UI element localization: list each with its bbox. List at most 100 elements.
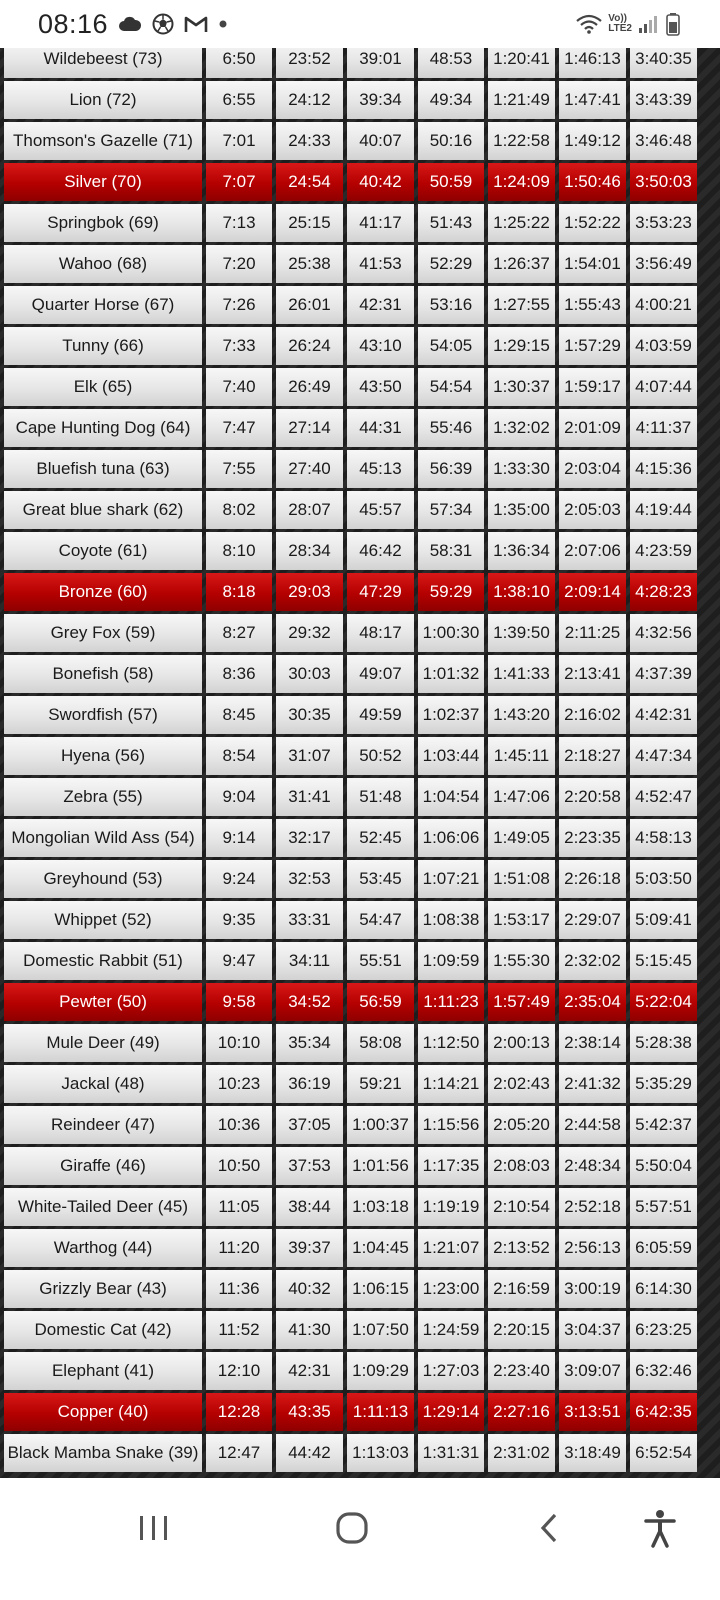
time-cell: 3:18:49	[559, 1434, 626, 1472]
time-cell: 4:28:23	[630, 573, 697, 611]
time-cell: 52:45	[347, 819, 414, 857]
row-label: Mongolian Wild Ass (54)	[4, 819, 202, 857]
time-cell: 1:38:10	[488, 573, 555, 611]
time-cell: 1:23:00	[418, 1270, 484, 1308]
time-cell: 28:34	[276, 532, 343, 570]
time-cell: 31:41	[276, 778, 343, 816]
time-cell: 1:20:41	[488, 44, 555, 78]
time-cell: 7:01	[206, 122, 272, 160]
time-cell: 2:16:02	[559, 696, 626, 734]
time-cell: 50:59	[418, 163, 484, 201]
time-cell: 5:15:45	[630, 942, 697, 980]
time-cell: 1:00:37	[347, 1106, 414, 1144]
time-cell: 2:05:20	[488, 1106, 555, 1144]
table-row: Wildebeest (73) 6:50 23:52 39:01 48:53 1:20:4…	[4, 44, 697, 78]
time-cell: 1:27:03	[418, 1352, 484, 1390]
time-cell: 25:38	[276, 245, 343, 283]
recent-apps-button[interactable]	[124, 1500, 184, 1560]
table-row: Thomson's Gazelle (71) 7:01 24:33 40:07 50:1…	[4, 122, 697, 160]
time-cell: 54:05	[418, 327, 484, 365]
time-cell: 1:15:56	[418, 1106, 484, 1144]
time-cell: 2:09:14	[559, 573, 626, 611]
time-cell: 4:07:44	[630, 368, 697, 406]
row-label: Bonefish (58)	[4, 655, 202, 693]
row-label: Tunny (66)	[4, 327, 202, 365]
time-cell: 1:52:22	[559, 204, 626, 242]
time-cell: 32:17	[276, 819, 343, 857]
row-label: Domestic Cat (42)	[4, 1311, 202, 1349]
time-cell: 1:31:31	[418, 1434, 484, 1472]
pace-table-container[interactable]: Wildebeest (73) 6:50 23:52 39:01 48:53 1:20:4…	[0, 44, 720, 1478]
time-cell: 7:40	[206, 368, 272, 406]
time-cell: 2:13:52	[488, 1229, 555, 1267]
row-label: Mule Deer (49)	[4, 1024, 202, 1062]
time-cell: 37:53	[276, 1147, 343, 1185]
row-label: Coyote (61)	[4, 532, 202, 570]
pace-table: Wildebeest (73) 6:50 23:52 39:01 48:53 1:20:4…	[0, 44, 701, 1475]
time-cell: 1:00:30	[418, 614, 484, 652]
accessibility-button[interactable]	[630, 1500, 690, 1560]
time-cell: 1:46:13	[559, 44, 626, 78]
time-cell: 1:49:12	[559, 122, 626, 160]
time-cell: 2:02:43	[488, 1065, 555, 1103]
time-cell: 28:07	[276, 491, 343, 529]
time-cell: 54:54	[418, 368, 484, 406]
table-row: Domestic Cat (42) 11:52 41:30 1:07:50 1:24:5…	[4, 1311, 697, 1349]
time-cell: 4:52:47	[630, 778, 697, 816]
time-cell: 1:03:44	[418, 737, 484, 775]
time-cell: 1:09:59	[418, 942, 484, 980]
time-cell: 1:59:17	[559, 368, 626, 406]
table-row: Elk (65) 7:40 26:49 43:50 54:54 1:30:37 1:59:1…	[4, 368, 697, 406]
time-cell: 1:01:32	[418, 655, 484, 693]
row-label: Hyena (56)	[4, 737, 202, 775]
time-cell: 57:34	[418, 491, 484, 529]
time-cell: 8:27	[206, 614, 272, 652]
time-cell: 26:49	[276, 368, 343, 406]
time-cell: 6:52:54	[630, 1434, 697, 1472]
table-row: Great blue shark (62) 8:02 28:07 45:57 57:34…	[4, 491, 697, 529]
time-cell: 55:46	[418, 409, 484, 447]
table-row: Lion (72) 6:55 24:12 39:34 49:34 1:21:49 1:47:…	[4, 81, 697, 119]
table-row: Domestic Rabbit (51) 9:47 34:11 55:51 1:09:5…	[4, 942, 697, 980]
row-label: Silver (70)	[4, 163, 202, 201]
table-row: Grizzly Bear (43) 11:36 40:32 1:06:15 1:23:0…	[4, 1270, 697, 1308]
time-cell: 1:21:07	[418, 1229, 484, 1267]
time-cell: 56:39	[418, 450, 484, 488]
time-cell: 2:16:59	[488, 1270, 555, 1308]
time-cell: 2:20:15	[488, 1311, 555, 1349]
wifi-icon	[576, 14, 602, 34]
time-cell: 36:19	[276, 1065, 343, 1103]
time-cell: 1:29:15	[488, 327, 555, 365]
time-cell: 6:50	[206, 44, 272, 78]
time-cell: 3:50:03	[630, 163, 697, 201]
time-cell: 11:20	[206, 1229, 272, 1267]
time-cell: 2:48:34	[559, 1147, 626, 1185]
time-cell: 1:27:55	[488, 286, 555, 324]
time-cell: 39:37	[276, 1229, 343, 1267]
time-cell: 31:07	[276, 737, 343, 775]
time-cell: 2:52:18	[559, 1188, 626, 1226]
table-row: Elephant (41) 12:10 42:31 1:09:29 1:27:03 2:2…	[4, 1352, 697, 1390]
time-cell: 5:09:41	[630, 901, 697, 939]
row-label: Bronze (60)	[4, 573, 202, 611]
time-cell: 53:16	[418, 286, 484, 324]
time-cell: 55:51	[347, 942, 414, 980]
row-label: Springbok (69)	[4, 204, 202, 242]
time-cell: 38:44	[276, 1188, 343, 1226]
time-cell: 26:24	[276, 327, 343, 365]
time-cell: 1:07:21	[418, 860, 484, 898]
home-button[interactable]	[322, 1500, 382, 1560]
time-cell: 29:03	[276, 573, 343, 611]
time-cell: 8:18	[206, 573, 272, 611]
time-cell: 47:29	[347, 573, 414, 611]
row-label: Black Mamba Snake (39)	[4, 1434, 202, 1472]
time-cell: 7:47	[206, 409, 272, 447]
time-cell: 4:58:13	[630, 819, 697, 857]
gmail-icon	[184, 15, 208, 33]
time-cell: 9:47	[206, 942, 272, 980]
time-cell: 1:07:50	[347, 1311, 414, 1349]
time-cell: 40:42	[347, 163, 414, 201]
time-cell: 1:32:02	[488, 409, 555, 447]
time-cell: 1:24:59	[418, 1311, 484, 1349]
back-button[interactable]	[520, 1500, 580, 1560]
